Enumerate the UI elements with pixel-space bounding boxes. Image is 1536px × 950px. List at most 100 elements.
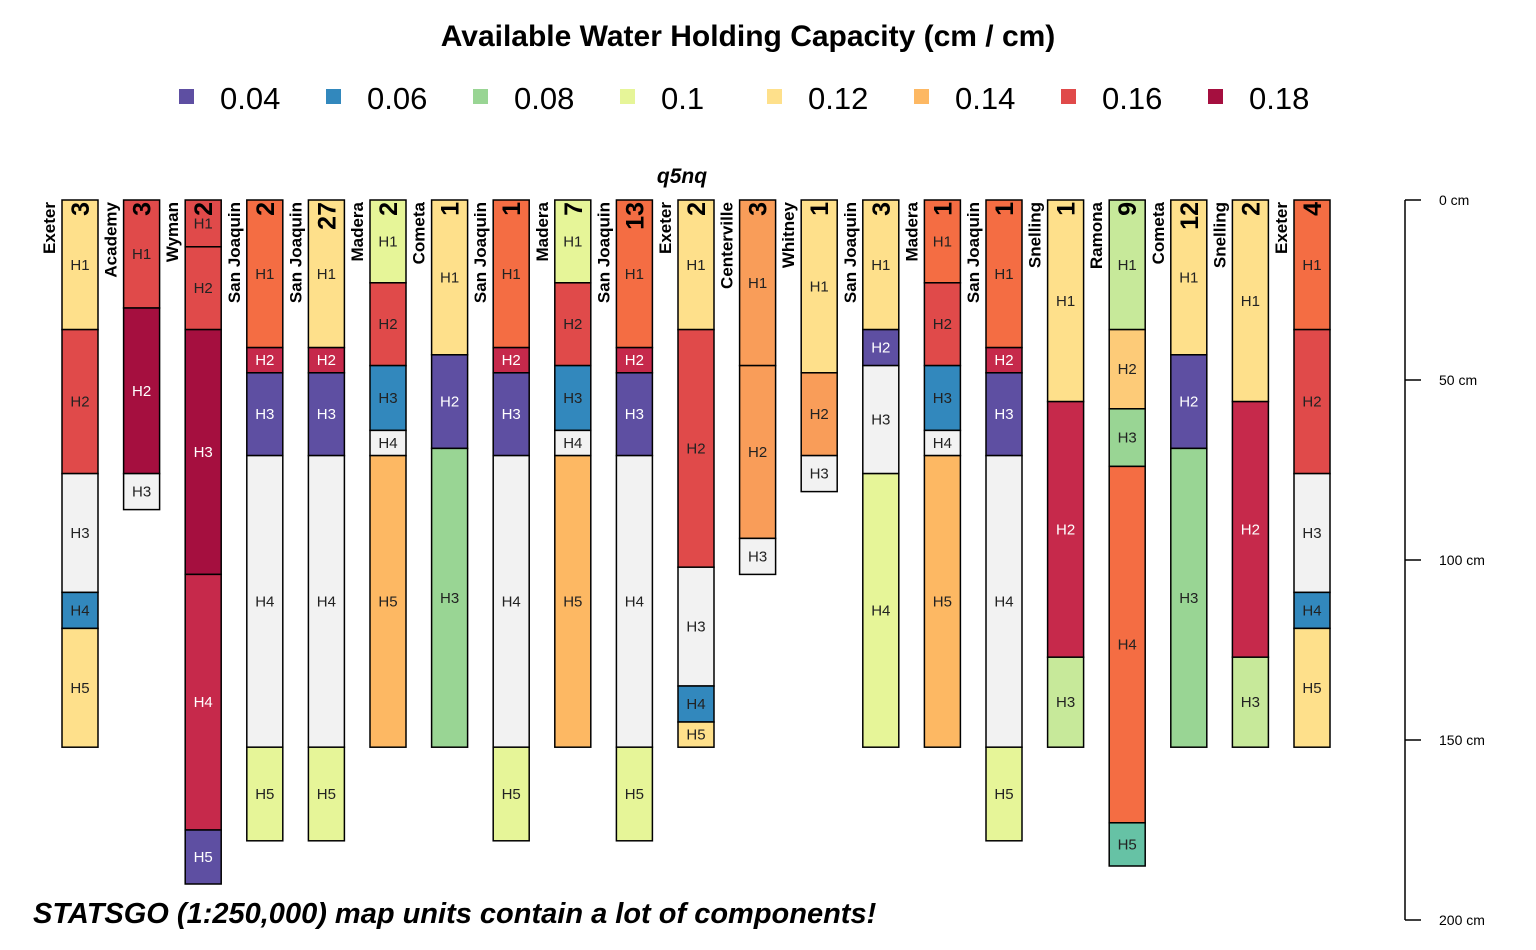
horizon xyxy=(862,472,900,748)
horizon xyxy=(1046,400,1085,658)
profile: H1 H2 H3 Whitney 1 xyxy=(779,199,838,493)
horizon-label: H1 xyxy=(502,266,521,283)
profile: H1 H2 H3 H4 H5 Wyman 2 xyxy=(163,199,222,885)
horizon-label: H3 xyxy=(871,412,890,429)
horizon-label: H3 xyxy=(317,406,336,423)
horizon xyxy=(307,199,346,349)
horizon xyxy=(184,573,222,831)
horizon-label: H1 xyxy=(933,233,952,250)
horizon-label: H5 xyxy=(317,786,336,803)
horizon-label: H5 xyxy=(502,786,521,803)
component-percent: 9 xyxy=(1114,202,1142,216)
legend-label: 0.14 xyxy=(955,81,1015,116)
component-name: Exeter xyxy=(1272,202,1291,254)
component-name: Cometa xyxy=(410,201,429,264)
depth-tick-label: 150 cm xyxy=(1439,732,1485,748)
horizon-label: H5 xyxy=(994,786,1013,803)
component-name: Snelling xyxy=(1210,202,1229,268)
horizon xyxy=(430,447,469,748)
horizon xyxy=(122,199,161,309)
horizon xyxy=(615,372,654,457)
component-percent: 7 xyxy=(560,202,588,216)
horizon xyxy=(1231,199,1270,403)
horizon-label: H3 xyxy=(563,390,582,407)
horizon xyxy=(677,566,715,687)
component-percent: 1 xyxy=(929,202,957,216)
horizon-label: H2 xyxy=(440,394,459,411)
horizon-label: H2 xyxy=(810,406,829,423)
component-percent: 4 xyxy=(1299,202,1327,216)
horizon xyxy=(862,328,900,367)
horizon xyxy=(554,199,592,284)
horizon xyxy=(1293,627,1331,748)
horizon-label: H4 xyxy=(563,435,582,452)
horizon-label: H2 xyxy=(1302,394,1321,411)
horizon-label: H3 xyxy=(194,444,213,461)
horizon xyxy=(1108,199,1146,331)
horizon xyxy=(677,685,715,723)
horizon-label: H4 xyxy=(1302,602,1321,619)
horizon-label: H4 xyxy=(70,602,89,619)
legend-swatch xyxy=(914,89,929,104)
horizon xyxy=(1170,447,1208,748)
horizon-label: H1 xyxy=(810,278,829,295)
horizon xyxy=(985,746,1023,842)
horizon-label: H3 xyxy=(1302,525,1321,542)
horizon xyxy=(61,199,99,331)
profile: H1 H2 H3 H4 H5 Exeter 3 xyxy=(40,199,99,748)
horizon-label: H1 xyxy=(132,246,151,263)
horizon-label: H4 xyxy=(933,435,952,452)
profile: H1 H2 H3 H4 H5 San Joaquin 2 xyxy=(225,199,284,842)
horizon-label: H2 xyxy=(378,316,397,333)
horizon xyxy=(738,364,777,540)
profile: H1 H2 H3 Snelling 1 xyxy=(1026,199,1085,748)
horizon xyxy=(677,721,715,748)
legend-label: 0.18 xyxy=(1249,81,1309,116)
horizon-label: H3 xyxy=(1179,590,1198,607)
profile: H1 H2 H3 H4 H5 Exeter 4 xyxy=(1272,199,1331,748)
horizon-label: H5 xyxy=(194,849,213,866)
horizon-label: H1 xyxy=(625,266,644,283)
component-percent: 3 xyxy=(67,202,95,216)
component-name: Academy xyxy=(102,201,121,277)
legend-label: 0.1 xyxy=(661,81,704,116)
horizon-label: H2 xyxy=(563,316,582,333)
horizon-label: H2 xyxy=(686,440,705,457)
horizon xyxy=(985,199,1023,349)
legend-swatch xyxy=(767,89,782,104)
profile: H1 H2 H3 H4 H5 San Joaquin 27 xyxy=(286,199,346,842)
horizon-label: H3 xyxy=(70,525,89,542)
horizon xyxy=(369,199,407,284)
horizon-label: H1 xyxy=(70,257,89,274)
horizon xyxy=(1231,400,1270,658)
horizon-label: H2 xyxy=(255,352,274,369)
horizon-label: H2 xyxy=(625,352,644,369)
horizon-label: H2 xyxy=(1241,521,1260,538)
horizon xyxy=(430,199,469,356)
map-unit-label: q5nq xyxy=(657,165,707,188)
horizon-label: H2 xyxy=(1179,394,1198,411)
component-percent: 3 xyxy=(868,202,896,216)
horizon xyxy=(1108,408,1146,468)
horizon xyxy=(184,829,222,885)
horizon-label: H5 xyxy=(686,727,705,744)
horizon xyxy=(492,746,530,842)
legend-swatch xyxy=(1208,89,1223,104)
horizon xyxy=(923,454,962,748)
component-percent: 1 xyxy=(806,202,834,216)
horizon-label: H2 xyxy=(70,394,89,411)
component-percent: 1 xyxy=(437,202,465,216)
horizon-label: H2 xyxy=(748,444,767,461)
horizon-label: H4 xyxy=(317,593,336,610)
profile: H1 H2 H3 H4 H5 Madera 7 xyxy=(533,199,592,748)
horizon xyxy=(430,354,469,450)
horizon-label: H3 xyxy=(378,390,397,407)
profile: H1 H2 H3 H4 H5 San Joaquin 1 xyxy=(471,199,530,842)
component-percent: 1 xyxy=(1053,202,1081,216)
legend-label: 0.12 xyxy=(808,81,868,116)
component-name: San Joaquin xyxy=(594,202,613,303)
horizon xyxy=(1108,822,1146,867)
depth-tick-label: 0 cm xyxy=(1439,192,1469,208)
horizon-label: H3 xyxy=(933,390,952,407)
